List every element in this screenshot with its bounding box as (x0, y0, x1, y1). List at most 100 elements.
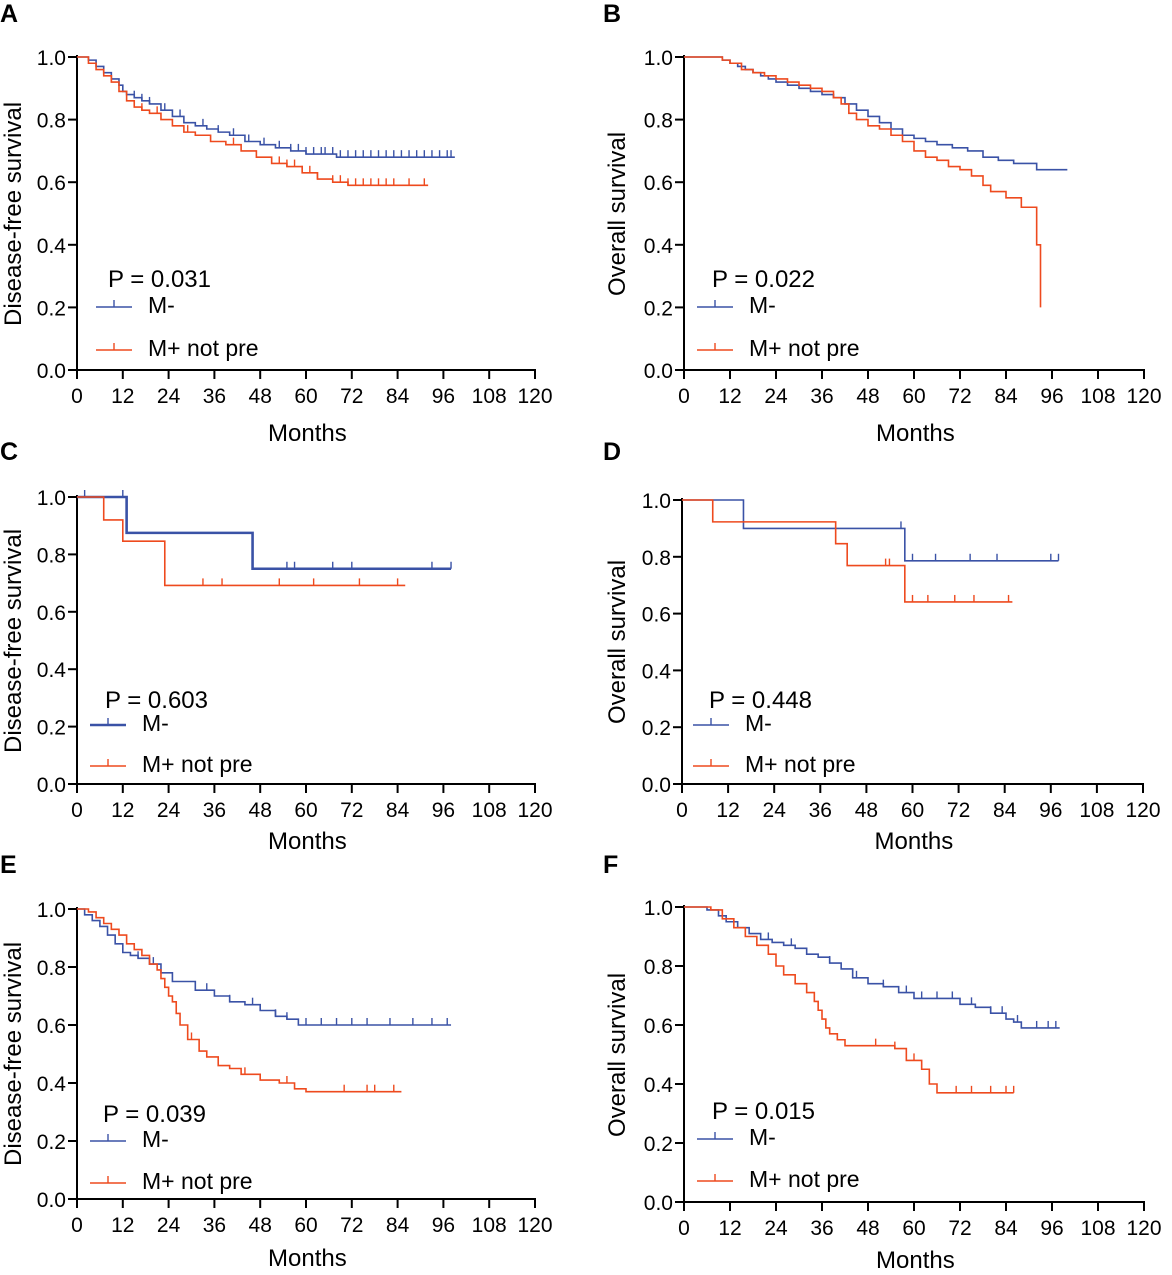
panel-d-y-tick-label: 0.8 (642, 547, 671, 570)
panel-a-y-tick-label: 0.6 (37, 172, 66, 195)
panel-e-x-tick-label: 48 (249, 1214, 272, 1237)
panel-a-legend-m-positive-label: M+ not pre (148, 335, 259, 361)
panel-a-x-tick-label: 120 (517, 385, 552, 408)
panel-d-x-tick-label: 24 (763, 799, 787, 822)
panel-b-y-tick-label: 0.8 (644, 110, 673, 133)
panel-b-x-tick-label: 108 (1080, 385, 1115, 408)
panel-c-y-tick-label: 0.8 (37, 544, 66, 567)
panel-d-m-positive-curve (682, 499, 1013, 603)
panel-e-letter: E (0, 851, 17, 879)
panel-f-x-tick-label: 12 (718, 1217, 741, 1240)
panel-e-x-tick-label: 120 (517, 1214, 552, 1237)
panel-d-x-tick-label: 36 (809, 799, 832, 822)
panel-b-x-tick-label: 48 (856, 385, 879, 408)
panel-e-y-tick-label: 1.0 (37, 899, 66, 922)
panel-d-y-tick-label: 0.0 (642, 774, 671, 797)
panel-e-x-tick-label: 36 (203, 1214, 226, 1237)
panel-f-letter: F (603, 851, 619, 879)
panel-a-y-tick-label: 0.8 (37, 110, 66, 133)
panel-f-y-tick-label: 1.0 (644, 897, 673, 920)
panel-e-y-tick-label: 0.8 (37, 957, 66, 980)
panel-f-m-negative-curve (684, 906, 1060, 1029)
panel-e-legend-m-negative-label: M- (142, 1126, 169, 1152)
panel-b-m-positive-curve (684, 56, 1042, 308)
panel-e-y-tick-label: 0.4 (37, 1073, 67, 1096)
panel-d-x-tick-label: 84 (993, 799, 1017, 822)
panel-c-x-tick-label: 12 (111, 799, 134, 822)
panel-f-y-tick-label: 0.8 (644, 956, 673, 979)
panel-a-p-value: P = 0.031 (108, 266, 211, 293)
panel-a-x-tick-label: 72 (340, 385, 363, 408)
panel-b-x-axis-label: Months (876, 420, 955, 447)
panel-f-x-tick-label: 48 (856, 1217, 879, 1240)
panel-e-legend-m-positive-label: M+ not pre (142, 1168, 253, 1194)
panel-c-x-tick-label: 120 (517, 799, 552, 822)
panel-f-x-axis-label: Months (876, 1247, 955, 1274)
panel-d-x-tick-label: 120 (1125, 799, 1160, 822)
panel-f-x-tick-label: 108 (1080, 1217, 1115, 1240)
panel-e-x-tick-label: 60 (294, 1214, 317, 1237)
panel-c-letter: C (0, 438, 19, 466)
panel-f-x-tick-label: 36 (810, 1217, 833, 1240)
panel-c-x-tick-label: 24 (157, 799, 181, 822)
panel-c-p-value: P = 0.603 (105, 687, 208, 714)
panel-f-p-value: P = 0.015 (712, 1098, 815, 1125)
panel-a-x-tick-label: 84 (386, 385, 410, 408)
panel-a-x-tick-label: 12 (111, 385, 134, 408)
panel-e-p-value: P = 0.039 (103, 1101, 206, 1128)
panel-d-y-tick-label: 0.2 (642, 717, 671, 740)
panel-b-legend-m-negative-label: M- (749, 292, 776, 318)
panel-a-x-tick-label: 24 (157, 385, 181, 408)
panel-c-y-tick-label: 0.0 (37, 774, 66, 797)
panel-f-m-positive-curve (684, 906, 1014, 1094)
panel-c-x-tick-label: 84 (386, 799, 410, 822)
panel-c-x-tick-label: 0 (71, 799, 83, 822)
panel-b-y-tick-label: 0.0 (644, 360, 673, 383)
panel-e-x-tick-label: 96 (432, 1214, 455, 1237)
panel-f-x-tick-label: 120 (1126, 1217, 1161, 1240)
panel-f-x-tick-label: 24 (764, 1217, 788, 1240)
panel-f-y-axis-label: Overall survival (604, 972, 631, 1137)
panel-f-x-tick-label: 84 (994, 1217, 1018, 1240)
panel-f-y-tick-label: 0.4 (644, 1074, 674, 1097)
panel-b-y-tick-label: 0.4 (644, 235, 674, 258)
panel-c-y-tick-label: 0.2 (37, 717, 66, 740)
panel-b-x-tick-label: 24 (764, 385, 788, 408)
panel-c-m-negative-curve (77, 495, 452, 571)
panel-e-x-tick-label: 84 (386, 1214, 410, 1237)
panel-d-x-tick-label: 12 (716, 799, 739, 822)
panel-d-x-tick-label: 108 (1079, 799, 1114, 822)
panel-d-p-value: P = 0.448 (709, 687, 812, 714)
panel-f-x-tick-label: 96 (1040, 1217, 1063, 1240)
panel-b-x-tick-label: 120 (1126, 385, 1161, 408)
panel-b-x-tick-label: 84 (994, 385, 1018, 408)
panel-c-x-tick-label: 36 (203, 799, 226, 822)
panel-a-y-tick-label: 0.4 (37, 235, 67, 258)
panel-b-legend-m-positive-label: M+ not pre (749, 335, 860, 361)
panel-f-y-tick-label: 0.0 (644, 1192, 673, 1215)
panel-d-x-tick-label: 60 (901, 799, 924, 822)
panel-a-x-tick-label: 60 (294, 385, 317, 408)
panel-e-y-tick-label: 0.6 (37, 1015, 66, 1038)
panel-e-x-tick-label: 0 (71, 1214, 83, 1237)
panel-d-legend-m-negative-label: M- (745, 710, 772, 736)
panel-c-legend-m-negative-label: M- (142, 710, 169, 736)
panel-c-x-axis-label: Months (268, 828, 347, 855)
panel-f-y-tick-label: 0.6 (644, 1015, 673, 1038)
panel-a-x-axis-label: Months (268, 420, 347, 447)
panel-d-x-tick-label: 72 (947, 799, 970, 822)
panel-b-x-tick-label: 96 (1040, 385, 1063, 408)
panel-f-legend-m-negative-label: M- (749, 1124, 776, 1150)
